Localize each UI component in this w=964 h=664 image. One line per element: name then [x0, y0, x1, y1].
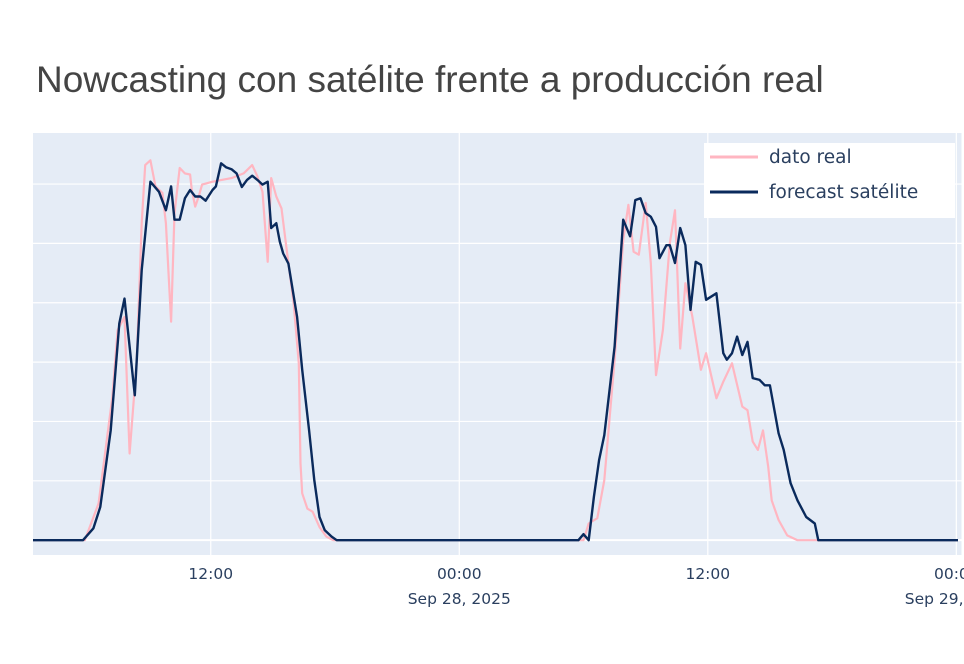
gridlines — [33, 133, 962, 555]
x-axis: 12:00 00:00 Sep 28, 2025 12:00 00:00 Sep 29, … — [188, 565, 964, 608]
legend-label-forecast-satelite[interactable]: forecast satélite — [769, 182, 918, 203]
legend[interactable]: dato real forecast satélite — [704, 143, 955, 218]
x-tick-label: 00:00 — [437, 565, 482, 583]
series-line-forecast-satelite — [33, 162, 958, 542]
legend-label-dato-real[interactable]: dato real — [769, 147, 852, 168]
x-tick-date-label: Sep 29, 2025 — [905, 590, 964, 608]
series-group — [33, 159, 958, 542]
x-tick-label: 12:00 — [685, 565, 730, 583]
x-tick-label: 00:00 — [934, 565, 964, 583]
x-tick-date-label: Sep 28, 2025 — [408, 590, 511, 608]
chart-title: Nowcasting con satélite frente a producc… — [36, 59, 824, 100]
x-tick-label: 12:00 — [188, 565, 233, 583]
series-line-dato-real — [33, 159, 958, 542]
